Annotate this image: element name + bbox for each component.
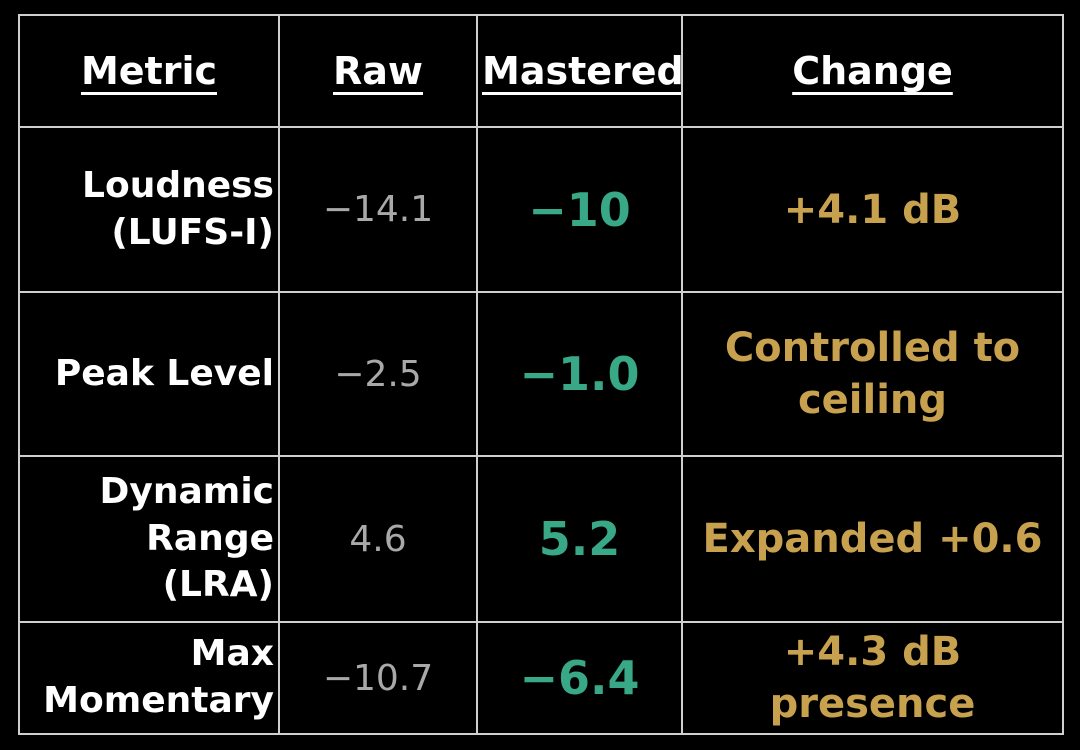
mastered-value: −6.4 (476, 621, 683, 735)
change-value: +4.1 dB (681, 126, 1064, 293)
metric-label: Peak Level (18, 291, 280, 457)
header-cell-raw: Raw (278, 14, 478, 128)
raw-value: −14.1 (278, 126, 478, 293)
header-cell-change: Change (681, 14, 1064, 128)
table-header-row: Metric Raw Mastered Change (18, 14, 1064, 128)
metric-label: Dynamic Range (LRA) (18, 455, 280, 623)
header-cell-mastered: Mastered (476, 14, 683, 128)
header-cell-metric: Metric (18, 14, 280, 128)
raw-value: −2.5 (278, 291, 478, 457)
raw-value: −10.7 (278, 621, 478, 735)
table-row-loudness: Loudness (LUFS-I) −14.1 −10 +4.1 dB (18, 126, 1064, 293)
metric-label: Max Momentary (18, 621, 280, 735)
metrics-table: Metric Raw Mastered Change Loudness (LUF… (18, 14, 1064, 735)
mastered-value: 5.2 (476, 455, 683, 623)
mastered-value: −1.0 (476, 291, 683, 457)
raw-value: 4.6 (278, 455, 478, 623)
metric-label: Loudness (LUFS-I) (18, 126, 280, 293)
mastered-value: −10 (476, 126, 683, 293)
table-row-dynamic-range: Dynamic Range (LRA) 4.6 5.2 Expanded +0.… (18, 455, 1064, 623)
table-row-max-momentary: Max Momentary −10.7 −6.4 +4.3 dB presenc… (18, 621, 1064, 735)
table-row-peak-level: Peak Level −2.5 −1.0 Controlled to ceili… (18, 291, 1064, 457)
change-value: +4.3 dB presence (681, 621, 1064, 735)
change-value: Expanded +0.6 (681, 455, 1064, 623)
change-value: Controlled to ceiling (681, 291, 1064, 457)
